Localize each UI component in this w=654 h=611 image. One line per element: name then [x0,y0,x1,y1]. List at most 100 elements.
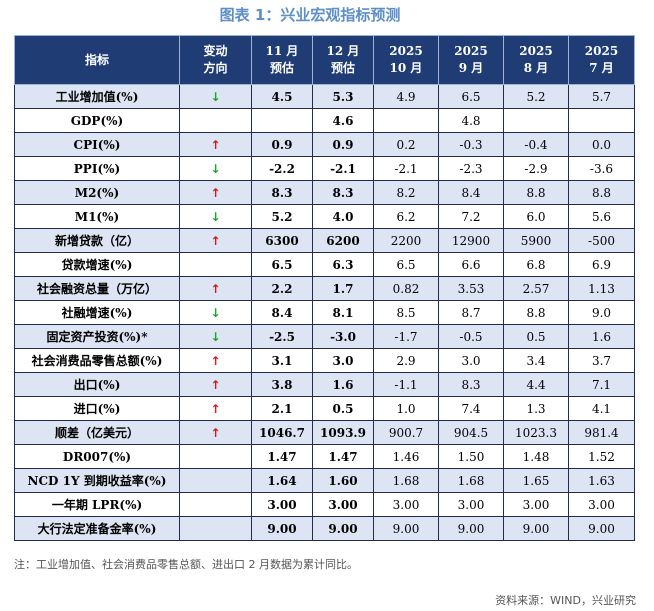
value-dec: 1.60 [312,468,374,493]
indicator-name: NCD 1Y 到期收益率(%) [14,468,180,493]
indicator-name: 社融增速(%) [14,300,180,325]
direction-cell [179,252,252,277]
value-jul: 1.6 [568,324,635,349]
value-aug: 3.4 [503,348,569,373]
table-row: 社融增速(%) ↓ 8.4 8.1 8.5 8.7 8.8 9.0 [14,300,635,325]
value-jul: 5.6 [568,204,635,229]
table-row: CPI(%) ↑ 0.9 0.9 0.2 -0.3 -0.4 0.0 [14,132,635,157]
value-dec: 0.5 [312,396,374,421]
value-dec: 6200 [312,228,374,253]
table-row: M2(%) ↑ 8.3 8.3 8.2 8.4 8.8 8.8 [14,180,635,205]
table-row: M1(%) ↓ 5.2 4.0 6.2 7.2 6.0 5.6 [14,204,635,229]
value-jul: 0.0 [568,132,635,157]
value-aug [503,108,569,133]
footnote: 注：工业增加值、社会消费品零售总额、进出口 2 月数据为累计同比。 [14,558,358,571]
value-oct: 0.2 [373,132,439,157]
value-oct: -1.1 [373,372,439,397]
value-sep: 7.2 [438,204,504,229]
indicator-name: CPI(%) [14,132,180,157]
up-arrow-icon: ↑ [179,180,252,205]
value-nov: 3.1 [251,348,313,373]
table-row: 进口(%) ↑ 2.1 0.5 1.0 7.4 1.3 4.1 [14,396,635,421]
value-oct: 1.68 [373,468,439,493]
direction-cell [179,444,252,469]
table-row: NCD 1Y 到期收益率(%) 1.64 1.60 1.68 1.68 1.65 1.63 [14,468,635,493]
value-nov: 6.5 [251,252,313,277]
value-dec: 4.0 [312,204,374,229]
value-oct [373,108,439,133]
value-aug: 3.00 [503,492,569,517]
value-oct: 1.46 [373,444,439,469]
indicator-name: 固定资产投资(%)* [14,324,180,349]
value-nov: 5.2 [251,204,313,229]
down-arrow-icon: ↓ [179,324,252,349]
value-dec: 1.7 [312,276,374,301]
value-aug: 6.8 [503,252,569,277]
value-oct: 6.5 [373,252,439,277]
indicator-name: DR007(%) [14,444,180,469]
value-sep: 6.6 [438,252,504,277]
value-dec: 4.6 [312,108,374,133]
value-dec: -2.1 [312,156,374,181]
header-nov-forecast: 11 月预估 [251,35,313,85]
value-dec: 3.00 [312,492,374,517]
value-nov: 8.3 [251,180,313,205]
value-sep: -0.5 [438,324,504,349]
header-direction: 变动 方向 [179,35,252,85]
table-row: DR007(%) 1.47 1.47 1.46 1.50 1.48 1.52 [14,444,635,469]
value-sep: 3.00 [438,492,504,517]
up-arrow-icon: ↑ [179,420,252,445]
indicator-name: 工业增加值(%) [14,84,180,109]
indicator-name: 社会消费品零售总额(%) [14,348,180,373]
value-oct: 6.2 [373,204,439,229]
value-aug: 1.3 [503,396,569,421]
source-note: 资料来源：WIND，兴业研究 [495,594,636,607]
value-dec: 8.1 [312,300,374,325]
value-aug: -0.4 [503,132,569,157]
value-aug: -2.9 [503,156,569,181]
value-nov: 4.5 [251,84,313,109]
value-dec: 1093.9 [312,420,374,445]
macro-forecast-table: 指标 变动 方向 11 月预估 12 月预估 2025 10 月 2025 9 月 2… [14,35,635,541]
value-jul [568,108,635,133]
value-nov: 1.64 [251,468,313,493]
value-dec: -3.0 [312,324,374,349]
up-arrow-icon: ↑ [179,132,252,157]
value-nov: 2.1 [251,396,313,421]
value-sep: 3.0 [438,348,504,373]
value-jul: 1.13 [568,276,635,301]
value-dec: 1.6 [312,372,374,397]
value-jul: -3.6 [568,156,635,181]
table-row: 新增贷款（亿） ↑ 6300 6200 2200 12900 5900 -500 [14,228,635,253]
header-sep: 2025 9 月 [438,35,504,85]
value-dec: 1.47 [312,444,374,469]
value-sep: 1.68 [438,468,504,493]
down-arrow-icon: ↓ [179,156,252,181]
direction-cell [179,108,252,133]
value-sep: 1.50 [438,444,504,469]
value-dec: 8.3 [312,180,374,205]
value-oct: 2200 [373,228,439,253]
value-aug: 6.0 [503,204,569,229]
value-aug: 1.65 [503,468,569,493]
indicator-name: 新增贷款（亿） [14,228,180,253]
value-sep: 4.8 [438,108,504,133]
value-oct: 900.7 [373,420,439,445]
table-row: 固定资产投资(%)* ↓ -2.5 -3.0 -1.7 -0.5 0.5 1.6 [14,324,635,349]
table-row: 工业增加值(%) ↓ 4.5 5.3 4.9 6.5 5.2 5.7 [14,84,635,109]
indicator-name: 一年期 LPR(%) [14,492,180,517]
value-dec: 0.9 [312,132,374,157]
value-nov: 2.2 [251,276,313,301]
table-row: 社会融资总量（万亿） ↑ 2.2 1.7 0.82 3.53 2.57 1.13 [14,276,635,301]
value-dec: 3.0 [312,348,374,373]
value-sep: 3.53 [438,276,504,301]
value-oct: 2.9 [373,348,439,373]
table-row: GDP(%) 4.6 4.8 [14,108,635,133]
direction-cell [179,468,252,493]
value-jul: 9.0 [568,300,635,325]
value-aug: 8.8 [503,300,569,325]
value-nov: 6300 [251,228,313,253]
indicator-name: 大行法定准备金率(%) [14,516,180,541]
value-aug: 5900 [503,228,569,253]
down-arrow-icon: ↓ [179,84,252,109]
